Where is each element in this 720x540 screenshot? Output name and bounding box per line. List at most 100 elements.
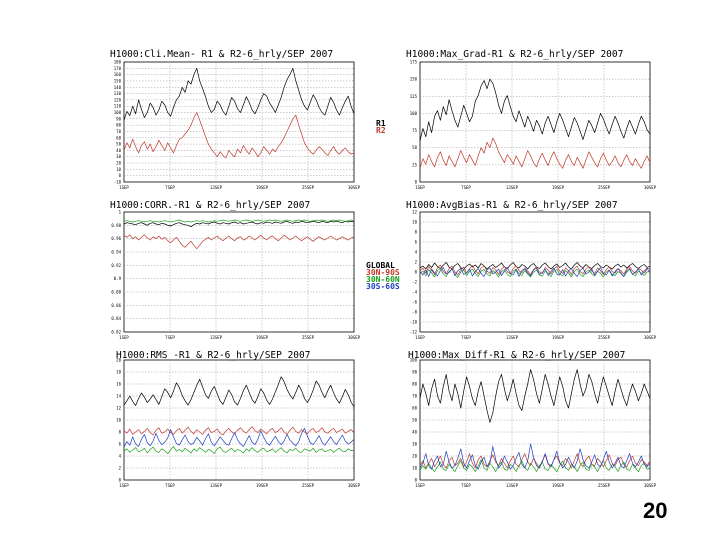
chart-max-grad: H1000:Max_Grad-R1 & R2-6_hrly/SEP 2007 0…: [406, 49, 657, 190]
y-tick-label: 4: [415, 250, 418, 255]
x-tick-label: 30SEP: [644, 483, 657, 488]
series-line-1: [419, 137, 651, 169]
x-tick-label: 19SEP: [256, 185, 269, 190]
y-tick-label: 0: [119, 478, 122, 483]
y-tick-label: 2: [119, 466, 122, 471]
x-tick-label: 25SEP: [302, 335, 315, 340]
y-tick-label: 75: [412, 128, 417, 133]
y-tick-label: 0.92: [111, 263, 121, 268]
y-tick-label: 140: [114, 85, 122, 90]
y-tick-label: 8: [415, 230, 418, 235]
x-tick-label: 7SEP: [461, 483, 471, 488]
y-tick-label: 100: [410, 358, 418, 363]
legend-clim: R1 R2: [376, 119, 386, 135]
series-line-30n-90s: [419, 264, 651, 276]
y-tick-label: 125: [410, 94, 418, 99]
y-tick-label: 10: [412, 466, 417, 471]
y-tick-label: 30: [116, 154, 121, 159]
y-tick-label: 170: [114, 66, 122, 71]
y-tick-label: 4: [119, 454, 122, 459]
y-tick-label: 0.84: [111, 316, 121, 321]
series-line-30n-60n: [419, 459, 651, 472]
x-tick-label: 19SEP: [256, 335, 269, 340]
x-tick-label: 1SEP: [119, 185, 129, 190]
series-line-30s-60s: [123, 428, 355, 448]
y-tick-label: 20: [116, 358, 121, 363]
y-tick-label: 16: [116, 382, 121, 387]
x-tick-label: 1SEP: [415, 185, 425, 190]
y-tick-label: -6: [412, 300, 417, 305]
x-tick-label: 19SEP: [256, 483, 269, 488]
y-tick-label: 40: [116, 148, 121, 153]
y-tick-label: 2: [415, 260, 418, 265]
y-tick-label: 50: [412, 145, 417, 150]
x-tick-label: 30SEP: [348, 185, 361, 190]
y-tick-label: 14: [116, 394, 121, 399]
chart-title: H1000:Max_Grad-R1 & R2-6_hrly/SEP 2007: [406, 49, 623, 60]
series-line-global: [123, 376, 355, 407]
chart-title: H1000:CORR.-R1 & R2-6_hrly/SEP 2007: [110, 200, 310, 211]
x-tick-label: 1SEP: [119, 483, 129, 488]
x-tick-label: 1SEP: [415, 335, 425, 340]
x-tick-label: 1SEP: [119, 335, 129, 340]
x-tick-label: 7SEP: [165, 335, 175, 340]
y-tick-label: 80: [412, 382, 417, 387]
x-tick-label: 30SEP: [644, 185, 657, 190]
y-tick-label: 0: [119, 173, 122, 178]
series-line-global: [419, 262, 651, 270]
y-tick-label: 0: [415, 270, 418, 275]
series-line-30n-60n: [123, 446, 355, 454]
y-tick-label: 0: [415, 180, 418, 185]
x-tick-label: 13SEP: [506, 335, 519, 340]
y-tick-label: 6: [415, 240, 418, 245]
y-tick-label: 0.88: [111, 290, 121, 295]
y-tick-label: -4: [412, 290, 417, 295]
x-tick-label: 25SEP: [598, 185, 611, 190]
x-tick-label: 7SEP: [165, 185, 175, 190]
chart-max-diff: H1000:Max_Diff-R1 & R2-6_hrly/SEP 2007 0…: [408, 350, 657, 488]
y-tick-label: 90: [116, 116, 121, 121]
series-line-30s-60s: [419, 267, 651, 277]
chart-clim-mean: H1000:Cli.Mean- R1 & R2-6_hrly/SEP 2007 …: [110, 49, 361, 190]
y-tick-label: 30: [412, 442, 417, 447]
x-tick-label: 13SEP: [210, 335, 223, 340]
plot-frame: [123, 211, 355, 333]
legend-regions: GLOBAL 30N-90S 30N-60N 30S-60S: [366, 261, 400, 291]
y-tick-label: 40: [412, 430, 417, 435]
y-tick-label: 20: [116, 161, 121, 166]
plot-frame: [123, 61, 355, 183]
x-tick-label: 25SEP: [302, 483, 315, 488]
y-tick-label: 1: [119, 210, 122, 215]
x-tick-label: 19SEP: [552, 335, 565, 340]
chart-rms: H1000:RMS -R1 & R2-6_hrly/SEP 2007 0 2 4 6 8…: [116, 350, 361, 488]
chart-title: H1000:Cli.Mean- R1 & R2-6_hrly/SEP 2007: [110, 49, 333, 60]
chart-avg-bias: H1000:AvgBias-R1 & R2-6_hrly/SEP 2007 -1…: [406, 200, 657, 340]
y-tick-label: 0.9: [114, 276, 122, 281]
y-tick-label: 70: [412, 394, 417, 399]
x-tick-label: 7SEP: [461, 185, 471, 190]
y-tick-label: 100: [114, 110, 122, 115]
x-tick-label: 13SEP: [506, 185, 519, 190]
legend-item-global: GLOBAL: [366, 261, 395, 270]
y-tick-label: -12: [410, 330, 418, 335]
x-tick-label: 25SEP: [598, 335, 611, 340]
y-tick-label: 0.82: [111, 330, 121, 335]
y-tick-label: 160: [114, 72, 122, 77]
y-tick-label: 12: [116, 406, 121, 411]
y-tick-label: 0.94: [111, 250, 121, 255]
legend-item-30n-60n: 30N-60N: [366, 275, 400, 284]
y-tick-label: 25: [412, 162, 417, 167]
series-line-1: [123, 112, 355, 159]
legend-item-r1: R1: [376, 119, 386, 128]
y-tick-label: 6: [119, 442, 122, 447]
y-tick-label: 50: [412, 418, 417, 423]
legend-item-30n-90s: 30N-90S: [366, 268, 400, 277]
y-tick-label: 150: [114, 78, 122, 83]
series-line-0: [123, 67, 355, 121]
y-tick-label: 130: [114, 91, 122, 96]
y-tick-label: 0.98: [111, 223, 121, 228]
chart-title: H1000:AvgBias-R1 & R2-6_hrly/SEP 2007: [406, 200, 618, 211]
series-line-30n-60n: [419, 268, 651, 278]
x-tick-label: 7SEP: [165, 483, 175, 488]
y-tick-label: 10: [412, 220, 417, 225]
